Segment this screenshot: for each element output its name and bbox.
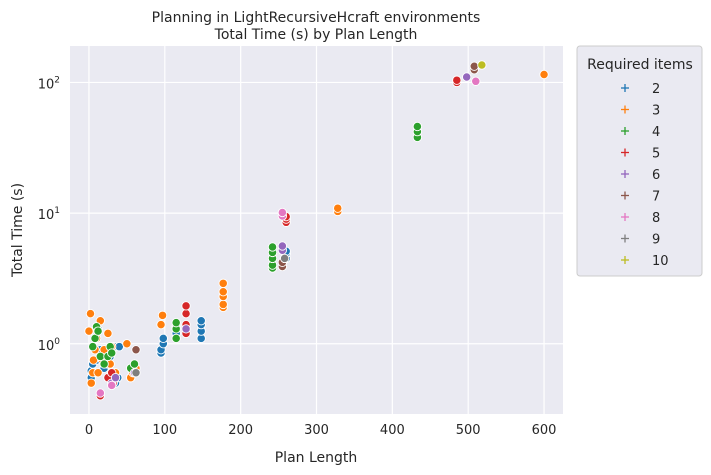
data-point — [99, 359, 109, 369]
legend-label: 2 — [652, 82, 660, 97]
data-point — [277, 241, 288, 251]
data-point — [84, 326, 94, 336]
points — [84, 60, 549, 401]
y-ticks: 100 101 102 — [38, 75, 61, 353]
data-point — [93, 326, 103, 336]
legend-label: 4 — [652, 125, 660, 140]
data-point — [196, 316, 206, 326]
data-point — [88, 342, 98, 352]
x-tick-label: 500 — [456, 423, 481, 438]
data-point — [85, 308, 96, 319]
data-point — [471, 76, 481, 86]
data-point — [107, 380, 117, 391]
y-tick-label: 101 — [38, 206, 60, 223]
legend-label: 5 — [652, 147, 660, 162]
data-point — [218, 278, 228, 288]
data-point — [462, 72, 472, 82]
data-point — [539, 69, 549, 80]
y-tick-label: 102 — [38, 75, 60, 92]
x-ticks: 0 100 200 300 400 500 600 — [85, 423, 557, 438]
data-point — [131, 368, 141, 378]
y-axis-label: Total Time (s) — [10, 183, 26, 278]
data-point — [171, 318, 181, 328]
legend: Required items 2 3 4 5 6 7 8 9 10 — [576, 45, 703, 277]
data-point — [131, 345, 141, 355]
x-tick-label: 300 — [304, 423, 329, 438]
data-point — [412, 121, 423, 132]
x-tick-label: 0 — [85, 423, 93, 438]
grid — [70, 46, 563, 414]
x-tick-label: 200 — [228, 423, 253, 438]
data-point — [452, 75, 462, 85]
data-point — [279, 253, 290, 264]
x-tick-label: 100 — [152, 423, 177, 438]
x-axis-label: Plan Length — [275, 450, 358, 466]
data-point — [93, 368, 103, 378]
chart-subtitle: Total Time (s) by Plan Length — [214, 27, 418, 43]
data-point — [477, 60, 487, 70]
data-point — [129, 359, 140, 369]
data-point — [333, 203, 343, 213]
x-tick-label: 600 — [532, 423, 557, 438]
data-point — [181, 301, 191, 311]
legend-items: 2 3 4 5 6 7 8 9 10 — [621, 82, 669, 269]
x-tick-label: 400 — [380, 423, 405, 438]
data-point — [218, 299, 228, 310]
data-point — [267, 242, 278, 252]
data-point — [218, 287, 228, 297]
legend-label: 8 — [652, 211, 660, 226]
legend-label: 9 — [652, 233, 660, 248]
data-point — [86, 378, 96, 388]
data-point — [107, 348, 117, 358]
legend-label: 6 — [652, 168, 660, 183]
data-point — [157, 310, 168, 320]
data-point — [95, 388, 105, 398]
data-point — [156, 320, 166, 330]
legend-label: 10 — [652, 254, 669, 269]
legend-title: Required items — [587, 57, 693, 73]
data-point — [110, 373, 121, 383]
y-tick-label: 100 — [38, 337, 61, 354]
data-point — [181, 308, 191, 319]
data-point — [103, 328, 113, 339]
legend-label: 3 — [652, 104, 660, 119]
data-point — [181, 324, 191, 334]
data-point — [158, 333, 168, 343]
data-point — [171, 333, 181, 343]
legend-label: 7 — [652, 190, 660, 205]
data-point — [277, 207, 288, 218]
legend-frame — [576, 45, 703, 277]
data-point — [469, 61, 479, 71]
data-point — [122, 339, 132, 349]
chart-title: Planning in LightRecursiveHcraft environ… — [152, 10, 481, 26]
